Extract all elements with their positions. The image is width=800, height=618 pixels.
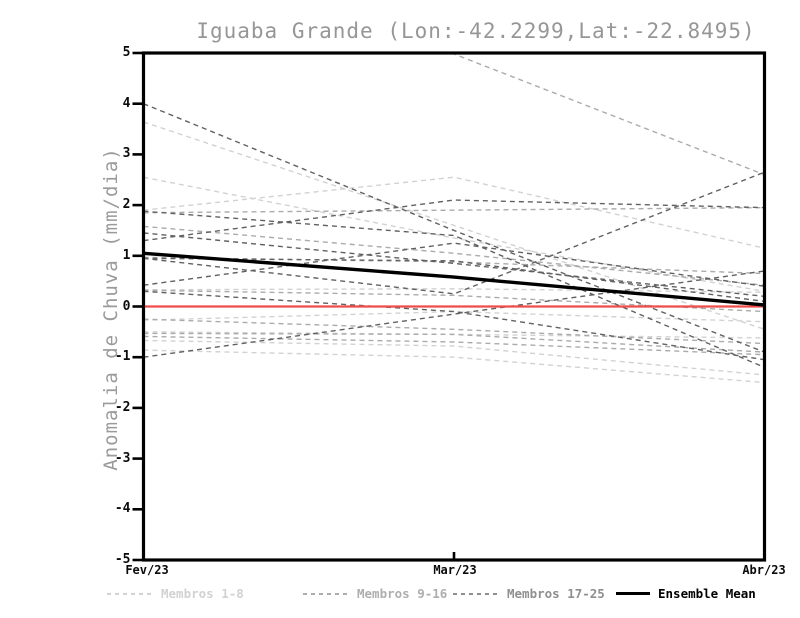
dashed-line-sample-icon [453,592,499,595]
y-tick-label: 2 [122,197,131,213]
y-tick-label: -3 [114,450,131,466]
legend-item-membros-9-16: Membros 9-16 [303,586,447,601]
legend-item-label: Membros 1-8 [161,586,244,601]
ensemble-mean-line [143,251,765,307]
y-tick-label: -5 [114,552,131,567]
legend-item-label: Ensemble Mean [658,586,756,601]
x-tick-label-mar23: Mar/23 [433,563,477,577]
y-tick-label: -1 [114,349,131,365]
legend-item-membros-17-25: Membros 17-25 [453,586,605,601]
dashed-line-sample-icon [107,592,153,595]
y-tick-label: 0 [122,298,131,314]
y-tick-label: -4 [114,501,131,517]
legend-item-label: Membros 9-16 [357,586,448,601]
solid-line-sample-icon [616,592,650,595]
legend-item-ensemble-mean: Ensemble Mean [616,586,756,601]
x-tick-label-abr23: Abr/23 [742,563,786,577]
chart-legend: Membros 1-8 Membros 9-16 Membros 17-25 E… [0,586,800,602]
legend-item-membros-1-8: Membros 1-8 [107,586,244,601]
dashed-line-sample-icon [303,592,349,595]
y-tick-label: 5 [122,45,131,60]
y-tick-label: -2 [114,399,131,415]
x-tick-label-fev23: Fev/23 [125,563,169,577]
y-tick-label: 3 [122,146,131,162]
ensemble-members-lines [143,53,765,384]
y-tick-label: 1 [122,247,131,263]
y-tick-label: 4 [122,95,131,111]
legend-item-label: Membros 17-25 [507,586,605,601]
chart-title: Iguaba Grande (Lon:-42.2299,Lat:-22.8495… [196,19,756,43]
